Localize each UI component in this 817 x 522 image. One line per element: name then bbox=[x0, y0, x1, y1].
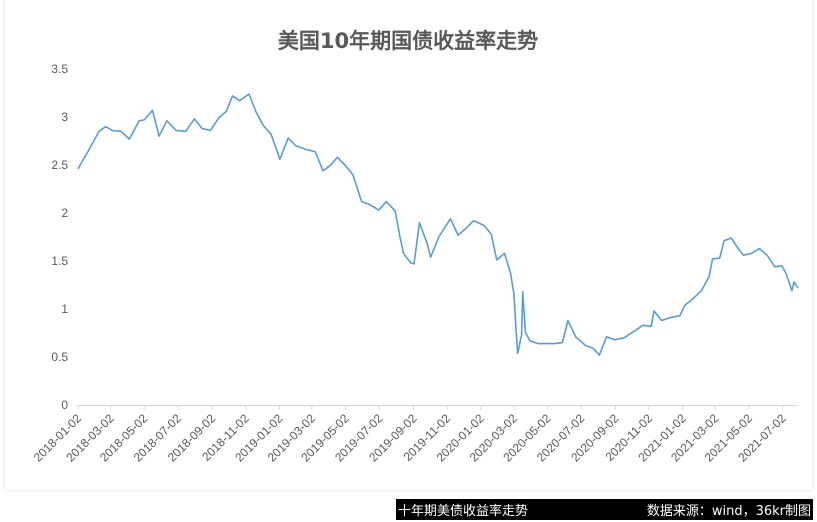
caption-source: 数据来源：wind，36kr制图 bbox=[646, 504, 811, 519]
y-tick-label: 0 bbox=[61, 398, 68, 412]
y-tick-label: 1 bbox=[61, 302, 68, 316]
y-tick-label: 0.5 bbox=[51, 350, 68, 364]
y-tick-label: 2.5 bbox=[51, 158, 68, 172]
chart-title: 美国10年期国债收益率走势 bbox=[278, 29, 538, 53]
caption-title: 十年期美债收益率走势 bbox=[398, 504, 529, 519]
y-tick-label: 3.5 bbox=[51, 62, 68, 76]
y-tick-label: 1.5 bbox=[51, 254, 68, 268]
yield-line-chart: 美国10年期国债收益率走势 0 0.5 1 1.5 2 2.5 3 3.5 2018-01-0… bbox=[31, 29, 799, 465]
x-axis-ticks bbox=[77, 405, 784, 410]
yield-series-line bbox=[77, 93, 799, 356]
y-axis-tick-labels: 0 0.5 1 1.5 2 2.5 3 3.5 bbox=[51, 62, 68, 412]
caption-bar: 十年期美债收益率走势 数据来源：wind，36kr制图 bbox=[396, 499, 813, 520]
chart-card: 美国10年期国债收益率走势 0 0.5 1 1.5 2 2.5 3 3.5 2018-01-0… bbox=[5, 0, 812, 490]
y-tick-label: 2 bbox=[61, 206, 68, 220]
y-tick-label: 3 bbox=[61, 110, 68, 124]
x-axis-tick-labels: 2018-01-022018-03-022018-05-022018-07-02… bbox=[31, 411, 789, 465]
